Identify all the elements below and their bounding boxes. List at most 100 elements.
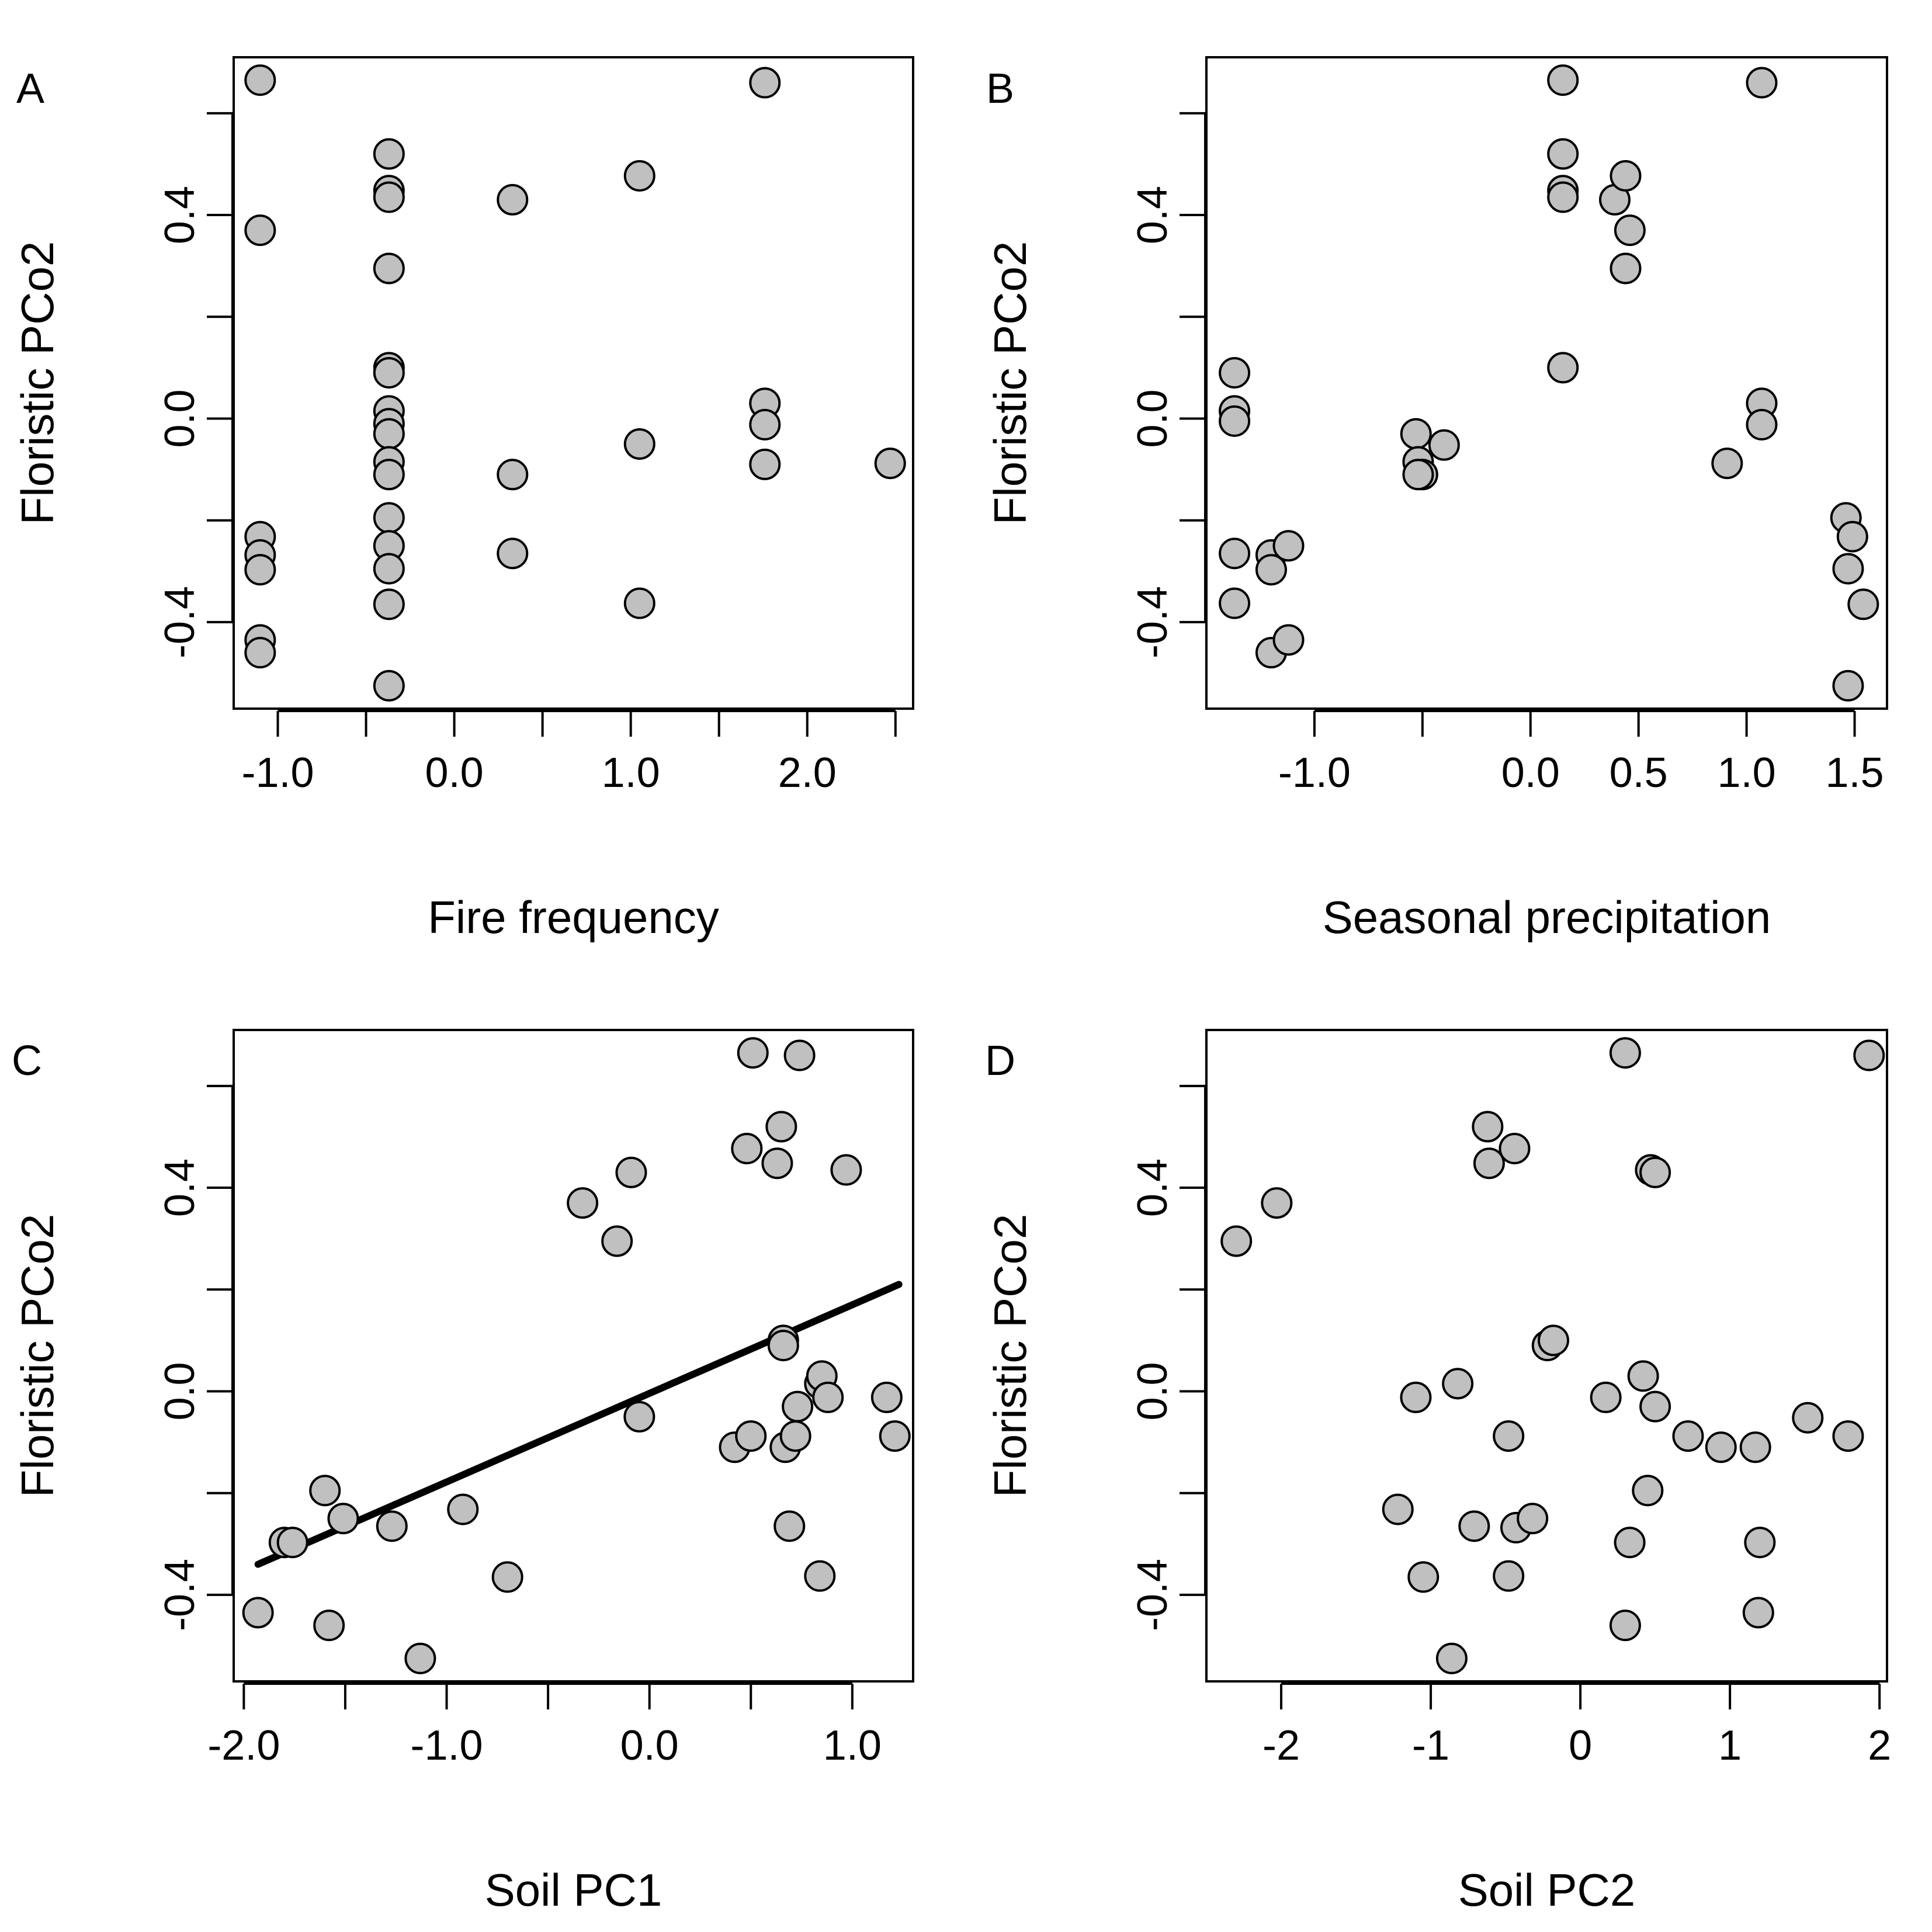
data-point	[737, 1037, 769, 1069]
data-point	[1261, 1187, 1293, 1219]
data-point	[1639, 1156, 1671, 1188]
y-tick-label: 0.0	[157, 1362, 203, 1420]
x-tick-label: 1.0	[602, 750, 660, 796]
x-axis-label: Fire frequency	[428, 892, 719, 943]
data-point	[1832, 553, 1864, 585]
panel-a-plot: -1.0 0.0 1.0 2.0 -0.4 0.0 0.4 Fire frequency Flo…	[12, 56, 914, 943]
data-point	[373, 181, 405, 213]
data-point	[1627, 1360, 1659, 1392]
data-point	[373, 252, 405, 285]
panel-d-plot: -2 -1 0 1 2 -0.4 0.0 0.4 Soil PC2 Floristic PCo2	[984, 1029, 1891, 1916]
data-point	[497, 183, 529, 216]
data-point	[1853, 1039, 1885, 1071]
data-point	[765, 1111, 797, 1143]
y-tick-label: -0.4	[157, 586, 203, 658]
data-point	[1742, 1597, 1774, 1629]
data-point	[1610, 159, 1642, 192]
x-axis-label: Seasonal precipitation	[1323, 892, 1771, 943]
data-point	[244, 214, 276, 247]
data-point	[601, 1225, 633, 1257]
data-point	[1272, 530, 1305, 562]
data-point	[1272, 624, 1305, 656]
data-point	[1219, 537, 1251, 570]
x-tick-label: 0.0	[425, 750, 484, 796]
data-point	[1739, 1431, 1771, 1463]
data-point	[870, 1381, 903, 1413]
data-point	[373, 502, 405, 534]
data-point	[749, 67, 781, 99]
data-point	[735, 1420, 767, 1452]
data-point	[1632, 1475, 1664, 1507]
data-point	[1746, 67, 1778, 99]
data-point	[1590, 1381, 1622, 1413]
data-point	[749, 448, 781, 480]
data-point	[1493, 1420, 1525, 1452]
data-point	[373, 553, 405, 585]
data-point	[874, 448, 906, 480]
data-point	[497, 537, 529, 570]
y-axis-label: Floristic PCo2	[984, 1214, 1036, 1497]
data-point	[1610, 252, 1642, 285]
data-point	[1458, 1510, 1490, 1542]
panel-d: D -2 -1 0 1 2 -0.4 0.0 0.4 Soil PC2 Floristic PCo…	[984, 1029, 1891, 1916]
data-point	[491, 1561, 523, 1593]
data-point	[761, 1147, 793, 1180]
data-point	[1382, 1493, 1414, 1525]
data-point	[242, 1597, 274, 1629]
y-axis-label: Floristic PCo2	[12, 241, 63, 525]
data-point	[782, 1390, 814, 1423]
x-axis-label: Soil PC2	[1458, 1864, 1635, 1916]
data-point	[1609, 1610, 1641, 1642]
y-tick-label: 0.4	[157, 1158, 203, 1217]
data-point	[1219, 405, 1251, 437]
x-tick-label: 1	[1718, 1722, 1742, 1769]
data-point	[774, 1510, 806, 1542]
x-axis-label: Soil PC1	[485, 1864, 662, 1916]
data-point	[404, 1642, 436, 1674]
data-point	[830, 1154, 862, 1186]
x-tick-label: 0	[1569, 1722, 1592, 1769]
data-point	[1672, 1420, 1704, 1452]
plot-frame	[233, 56, 914, 710]
panel-c-plot: -2.0 -1.0 0.0 1.0 -0.4 0.0 0.4 Soil PC1 Floristi…	[12, 1029, 914, 1916]
data-point	[1435, 1642, 1468, 1674]
x-tick-label: -1.0	[1278, 750, 1351, 796]
data-point	[497, 459, 529, 491]
data-point	[731, 1132, 763, 1164]
data-point	[373, 418, 405, 450]
data-point	[1836, 521, 1868, 553]
data-point	[1517, 1503, 1549, 1535]
data-point	[1705, 1431, 1737, 1463]
data-point	[1472, 1111, 1504, 1143]
plot-frame	[1205, 56, 1888, 710]
data-point	[1832, 670, 1864, 702]
data-point	[1402, 459, 1434, 491]
data-point	[623, 1401, 655, 1433]
data-point	[623, 159, 655, 192]
y-tick-label: -0.4	[157, 1559, 203, 1631]
data-point	[1547, 352, 1579, 384]
data-point	[1442, 1368, 1474, 1400]
data-point	[749, 408, 781, 440]
y-tick-label: 0.4	[1129, 1158, 1176, 1217]
panel-b-plot: -1.0 0.0 0.5 1.0 1.5 -0.4 0.0 0.4 Seasonal preci…	[984, 56, 1888, 943]
panel-b: B -1.0 0.0 0.5 1.0 1.5 -0.4 0.0 0.4 Seasonal pre…	[984, 56, 1888, 943]
data-point	[1639, 1390, 1671, 1423]
panel-letter-d: D	[985, 1038, 1015, 1084]
data-point	[1792, 1402, 1824, 1434]
data-point	[1473, 1147, 1505, 1180]
data-point	[623, 587, 655, 619]
data-point	[373, 357, 405, 389]
x-tick-label: 1.5	[1825, 750, 1884, 796]
y-tick-label: 0.0	[1129, 1362, 1176, 1420]
y-tick-label: 0.4	[1129, 186, 1176, 244]
x-tick-label: -2	[1262, 1722, 1300, 1769]
y-tick-label: 0.0	[157, 389, 203, 448]
y-tick-label: -0.4	[1129, 586, 1176, 658]
x-tick-label: -2.0	[207, 1722, 280, 1769]
y-tick-label: 0.0	[1129, 389, 1176, 448]
x-tick-label: -1.0	[410, 1722, 483, 1769]
data-point	[1744, 1527, 1776, 1559]
data-point	[1614, 1527, 1646, 1559]
